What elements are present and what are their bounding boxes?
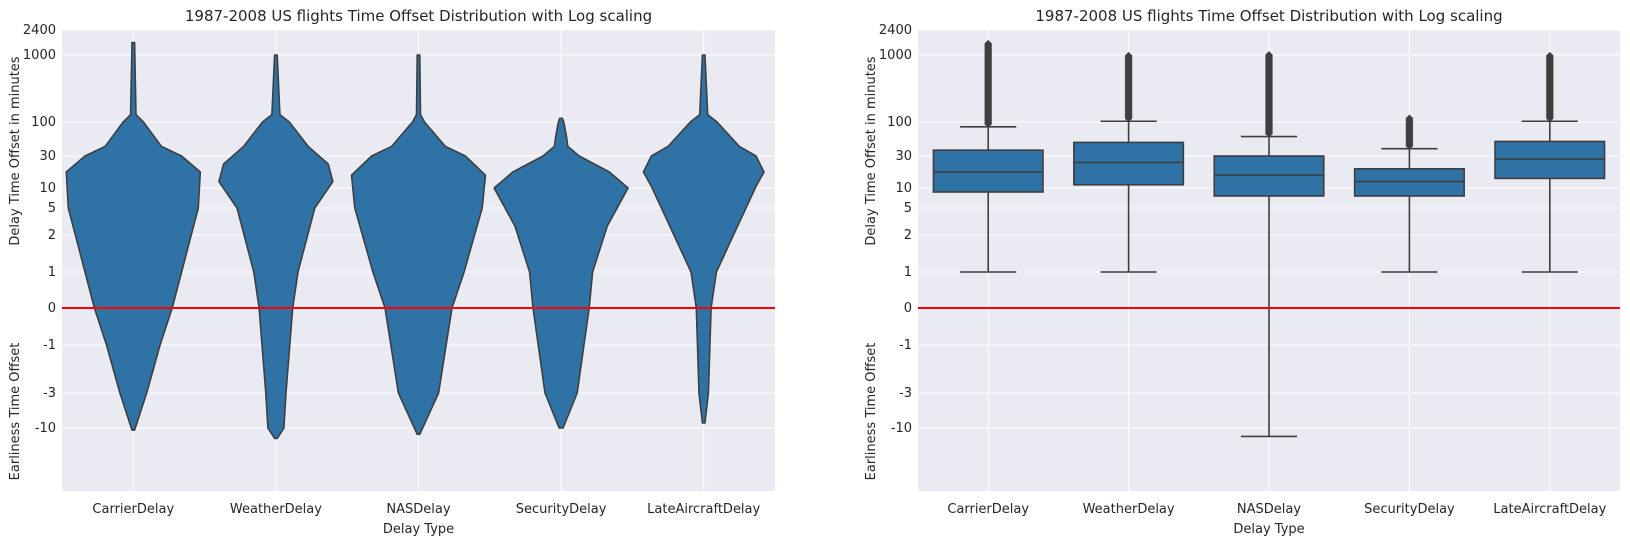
x-axis-label: Delay Type: [383, 522, 454, 537]
outlier-point: [984, 39, 993, 48]
outlier-point: [1545, 51, 1554, 60]
x-axis-label: Delay Type: [1233, 522, 1304, 537]
y-axis-label-delay: Delay Time Offset in minutes: [864, 56, 879, 245]
y-tick-label: 30: [895, 149, 912, 164]
outliers-NASDelay: [1265, 51, 1273, 138]
chart-title: 1987-2008 US flights Time Offset Distrib…: [1035, 7, 1502, 25]
y-axis-label-earliness: Earliness Time Offset: [8, 343, 23, 481]
y-tick-label: -3: [43, 386, 56, 401]
y-axis-label-delay: Delay Time Offset in minutes: [8, 56, 23, 245]
box-WeatherDelay: [1073, 141, 1185, 186]
y-tick-label: 2400: [23, 23, 56, 38]
violin-LateAircraftDelay: [642, 54, 765, 424]
x-tick-label: NASDelay: [386, 502, 450, 517]
x-tick-label: CarrierDelay: [92, 502, 174, 517]
y-tick-label: 0: [904, 301, 912, 316]
violin-NASDelay: [350, 54, 487, 436]
x-tick-label: WeatherDelay: [1083, 502, 1175, 517]
y-tick-label: 10: [39, 181, 56, 196]
x-tick-label: LateAircraftDelay: [1493, 502, 1606, 517]
y-tick-label: 5: [48, 201, 56, 216]
outliers-CarrierDelay: [984, 39, 993, 128]
y-tick-label: 2: [904, 228, 912, 243]
y-axis-label-earliness: Earliness Time Offset: [864, 343, 879, 481]
y-tick-label: 0: [48, 301, 56, 316]
y-tick-label: 5: [904, 201, 912, 216]
y-tick-label: -10: [35, 421, 56, 436]
x-tick-label: NASDelay: [1237, 502, 1301, 517]
y-tick-label: 100: [31, 115, 56, 130]
outlier-point: [1265, 51, 1273, 60]
outlier-point: [1124, 51, 1133, 60]
y-tick-label: 100: [887, 115, 912, 130]
x-tick-label: SecurityDelay: [516, 502, 607, 517]
x-tick-label: CarrierDelay: [947, 502, 1029, 517]
y-tick-label: -10: [891, 421, 912, 436]
y-tick-label: -1: [43, 338, 56, 353]
y-tick-label: 1000: [879, 48, 912, 63]
y-tick-label: 1000: [23, 48, 56, 63]
y-tick-label: -3: [899, 386, 912, 401]
y-tick-label: 10: [895, 181, 912, 196]
chart-title: 1987-2008 US flights Time Offset Distrib…: [185, 7, 652, 25]
outlier-point: [1405, 114, 1414, 123]
x-tick-label: SecurityDelay: [1364, 502, 1455, 517]
box-CarrierDelay: [932, 149, 1044, 193]
y-tick-label: 1: [48, 265, 56, 280]
outliers-WeatherDelay: [1124, 51, 1133, 123]
violin-SecurityDelay: [493, 117, 629, 429]
y-tick-label: 1: [904, 265, 912, 280]
x-tick-label: LateAircraftDelay: [647, 502, 760, 517]
outliers-SecurityDelay: [1405, 114, 1414, 150]
y-tick-label: 30: [39, 149, 56, 164]
outliers-LateAircraftDelay: [1545, 51, 1554, 123]
y-tick-label: 2400: [879, 23, 912, 38]
y-tick-label: 2: [48, 228, 56, 243]
y-tick-label: -1: [899, 338, 912, 353]
x-tick-label: WeatherDelay: [230, 502, 322, 517]
